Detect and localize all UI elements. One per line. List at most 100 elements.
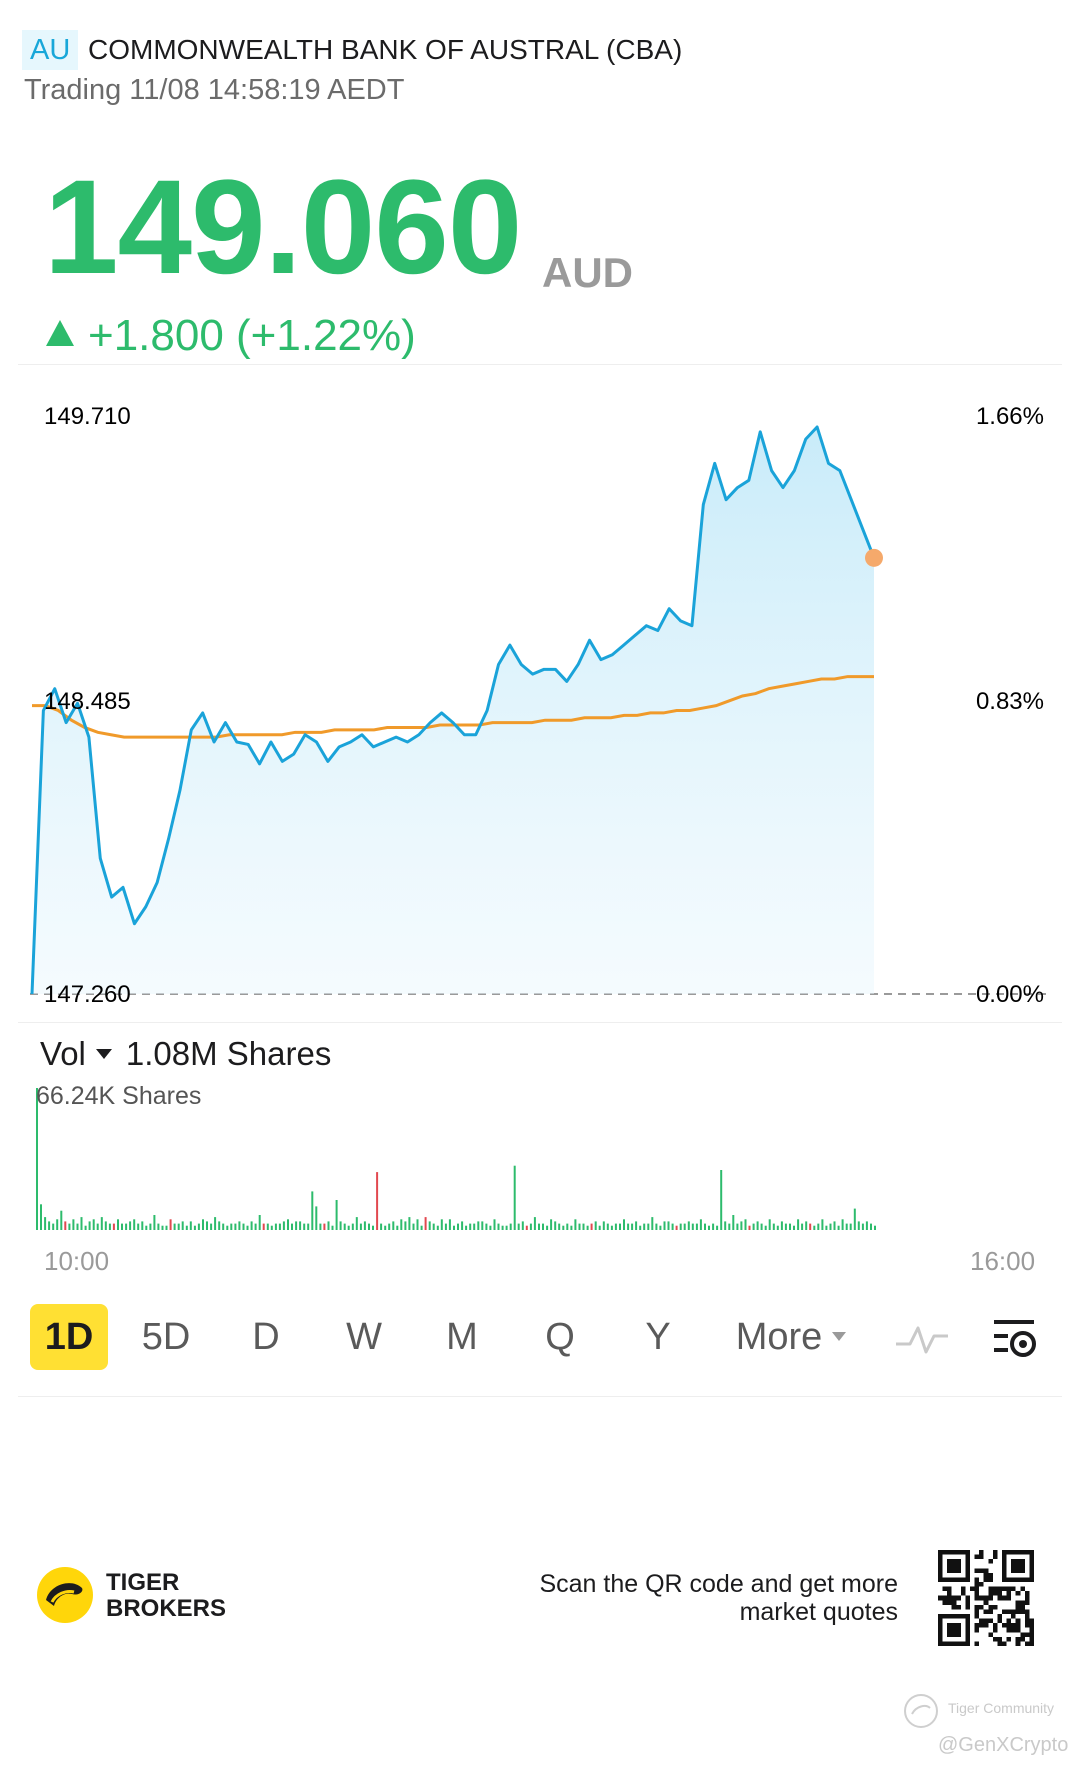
volume-bar bbox=[388, 1223, 391, 1230]
volume-bar bbox=[720, 1170, 723, 1230]
volume-bar bbox=[295, 1221, 298, 1230]
volume-bar bbox=[432, 1223, 435, 1230]
volume-bar bbox=[813, 1225, 816, 1230]
volume-bar bbox=[218, 1221, 221, 1230]
volume-bar bbox=[177, 1223, 180, 1230]
volume-bar bbox=[861, 1223, 864, 1230]
volume-bar bbox=[331, 1225, 334, 1230]
volume-bar bbox=[513, 1165, 516, 1230]
volume-bar bbox=[440, 1219, 443, 1230]
volume-bar bbox=[817, 1223, 820, 1230]
tab-q[interactable]: Q bbox=[545, 1316, 575, 1358]
tab-1d[interactable]: 1D bbox=[30, 1304, 108, 1370]
volume-bar bbox=[234, 1223, 237, 1230]
volume-bar bbox=[675, 1225, 678, 1230]
tab-more[interactable]: More bbox=[726, 1304, 856, 1370]
volume-bar bbox=[639, 1225, 642, 1230]
volume-bar bbox=[246, 1225, 249, 1230]
volume-bar bbox=[602, 1221, 605, 1230]
up-arrow-icon bbox=[46, 320, 74, 346]
trading-status: Trading 11/08 14:58:19 AEDT bbox=[24, 74, 405, 106]
volume-bar bbox=[396, 1225, 399, 1230]
volume-bar bbox=[558, 1223, 561, 1230]
volume-chart[interactable] bbox=[0, 1080, 1080, 1230]
volume-bar bbox=[477, 1221, 480, 1230]
volume-bar bbox=[453, 1225, 455, 1230]
divider bbox=[18, 1396, 1062, 1397]
chart-settings-icon[interactable] bbox=[990, 1314, 1040, 1362]
volume-bar bbox=[303, 1223, 306, 1230]
volume-bar bbox=[444, 1223, 447, 1230]
tab-more-label: More bbox=[735, 1316, 823, 1358]
tab-d[interactable]: D bbox=[252, 1316, 280, 1358]
tab-y[interactable]: Y bbox=[645, 1316, 671, 1358]
volume-bar bbox=[457, 1223, 459, 1230]
volume-bar bbox=[780, 1221, 783, 1230]
volume-bar bbox=[416, 1219, 419, 1230]
y-pct-high: 1.66% bbox=[976, 403, 1044, 430]
volume-bar bbox=[299, 1221, 302, 1230]
volume-bar bbox=[165, 1225, 168, 1230]
volume-bar bbox=[197, 1223, 200, 1230]
volume-bar bbox=[610, 1225, 613, 1230]
volume-bar bbox=[323, 1223, 326, 1230]
tab-w[interactable]: W bbox=[346, 1316, 382, 1358]
volume-bar bbox=[52, 1223, 55, 1230]
volume-bar bbox=[56, 1219, 59, 1230]
volume-bar bbox=[185, 1225, 188, 1230]
tab-5d[interactable]: 5D bbox=[141, 1316, 191, 1358]
volume-bar bbox=[740, 1221, 743, 1230]
y-label-low: 147.260 bbox=[44, 981, 131, 1008]
caret-down-icon bbox=[95, 1049, 112, 1059]
volume-bar bbox=[724, 1221, 727, 1230]
volume-bar bbox=[339, 1221, 342, 1230]
brand-name: TIGER BROKERS bbox=[106, 1570, 226, 1622]
period-tabs: 1D 5D D W M Q Y More bbox=[0, 1304, 1080, 1374]
volume-bar bbox=[392, 1221, 395, 1230]
volume-bar bbox=[133, 1219, 136, 1230]
price-change-value: +1.800 (+1.22%) bbox=[88, 311, 416, 360]
volume-bar bbox=[683, 1223, 686, 1230]
volume-bar bbox=[359, 1223, 362, 1230]
volume-bar bbox=[242, 1223, 245, 1230]
volume-bar bbox=[764, 1225, 767, 1230]
volume-selector[interactable]: Vol 1.08M Shares bbox=[40, 1032, 331, 1076]
volume-bar bbox=[469, 1223, 472, 1230]
volume-bar bbox=[784, 1223, 787, 1230]
volume-bar bbox=[728, 1223, 731, 1230]
intraday-price-chart[interactable]: 149.710 148.485 147.260 1.66% 0.83% 0.00… bbox=[0, 380, 1080, 1020]
volume-bar bbox=[189, 1221, 192, 1230]
volume-bar bbox=[874, 1225, 876, 1230]
volume-bar bbox=[517, 1223, 520, 1230]
y-pct-mid: 0.83% bbox=[976, 688, 1044, 715]
volume-bar bbox=[732, 1215, 735, 1230]
volume-bar bbox=[509, 1223, 512, 1230]
volume-total: 1.08M Shares bbox=[125, 1035, 332, 1072]
line-indicator-icon[interactable] bbox=[894, 1318, 950, 1358]
watermark-community: Tiger Community bbox=[948, 1700, 1055, 1716]
volume-bar bbox=[623, 1219, 625, 1230]
volume-bar bbox=[655, 1223, 658, 1230]
volume-bar bbox=[679, 1223, 682, 1230]
volume-bar bbox=[793, 1225, 795, 1230]
volume-bar bbox=[857, 1221, 860, 1230]
volume-bar bbox=[80, 1217, 83, 1230]
volume-bar bbox=[125, 1223, 128, 1230]
volume-bar bbox=[226, 1225, 229, 1230]
volume-bar bbox=[837, 1225, 840, 1230]
price-area bbox=[32, 427, 874, 995]
volume-bar bbox=[582, 1223, 585, 1230]
tab-m[interactable]: M bbox=[446, 1316, 478, 1358]
volume-bar bbox=[193, 1225, 196, 1230]
volume-bar bbox=[412, 1223, 415, 1230]
volume-bar bbox=[542, 1223, 544, 1230]
y-label-mid: 148.485 bbox=[44, 688, 131, 715]
volume-bar bbox=[169, 1219, 172, 1230]
volume-bar bbox=[651, 1217, 654, 1230]
volume-bar bbox=[76, 1223, 79, 1230]
watermark-handle: @GenXCrypto bbox=[938, 1734, 1069, 1756]
volume-bar bbox=[635, 1221, 638, 1230]
volume-bar bbox=[829, 1223, 832, 1230]
last-price: 149.060 bbox=[44, 153, 522, 302]
volume-bar bbox=[36, 1088, 38, 1230]
